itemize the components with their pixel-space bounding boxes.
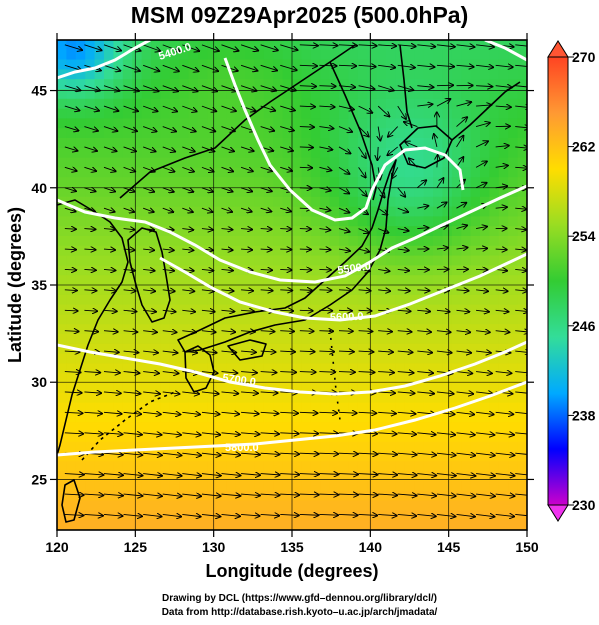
colorbar-label-270: 270	[572, 49, 596, 65]
colorbar-top-arrow	[547, 40, 569, 58]
contour-5600	[159, 252, 527, 322]
contour-5400-c	[484, 40, 527, 62]
x-tick-label-140: 140	[359, 539, 383, 555]
colorbar: 270 262 254 246 238 230	[547, 40, 596, 522]
x-tick-label-130: 130	[202, 539, 226, 555]
x-tick-label-135: 135	[280, 539, 304, 555]
colorbar-label-254: 254	[572, 228, 596, 244]
chart-title: MSM 09Z29Apr2025 (500.0hPa)	[130, 2, 469, 28]
coastline-kyushu	[184, 345, 215, 393]
y-tick-label-30: 30	[31, 374, 47, 390]
contour-5400	[57, 40, 151, 80]
y-tick-label-25: 25	[31, 471, 47, 487]
colorbar-label-238: 238	[572, 407, 596, 423]
y-axis: 25 30 35 40 45	[31, 83, 534, 487]
contour-5400-b	[223, 57, 465, 222]
colorbar-label-230: 230	[572, 497, 596, 513]
x-tick-label-145: 145	[437, 539, 461, 555]
coastline-manchuria	[119, 44, 356, 199]
credits-drawing: Drawing by DCL (https://www.gfd–dennou.o…	[161, 593, 437, 604]
x-axis-title: Longitude (degrees)	[205, 561, 378, 581]
x-tick-label-125: 125	[124, 539, 148, 555]
y-axis-title: Latitude (degrees)	[5, 207, 25, 363]
temperature-field	[57, 40, 527, 530]
height-contours	[57, 40, 527, 457]
coastline-ryukyu	[81, 391, 176, 461]
x-tick-label-120: 120	[45, 539, 69, 555]
coastline-sakhalin	[399, 44, 413, 129]
coastline-russia-east	[329, 61, 377, 201]
coastline-honshu	[177, 159, 397, 353]
colorbar-label-262: 262	[572, 139, 596, 155]
contour-label-5800: 5800.0	[225, 442, 259, 454]
y-tick-label-40: 40	[31, 180, 47, 196]
credits-data-source: Data from http://database.rish.kyoto–u.a…	[161, 607, 438, 618]
x-tick-label-150: 150	[515, 539, 539, 555]
contour-5700	[57, 340, 527, 396]
y-tick-label-35: 35	[31, 277, 47, 293]
colorbar-bar	[547, 56, 569, 506]
contour-label-5600: 5600.0	[330, 311, 364, 324]
credits: Drawing by DCL (https://www.gfd–dennou.o…	[0, 592, 599, 620]
x-axis: 120 125 130 135 140 145 150	[45, 33, 539, 555]
contour-5800	[57, 380, 527, 457]
contour-5500	[57, 184, 527, 284]
coastlines	[57, 44, 521, 523]
coastline-hokkaido	[399, 125, 453, 169]
coastline-taiwan	[61, 479, 81, 523]
colorbar-label-246: 246	[572, 318, 596, 334]
y-tick-label-45: 45	[31, 83, 47, 99]
contour-label-5700: 5700.0	[222, 372, 257, 389]
colorbar-bottom-arrow	[547, 504, 569, 522]
coastline-shikoku	[227, 339, 267, 361]
contour-label-5500: 5500.0	[337, 260, 372, 277]
